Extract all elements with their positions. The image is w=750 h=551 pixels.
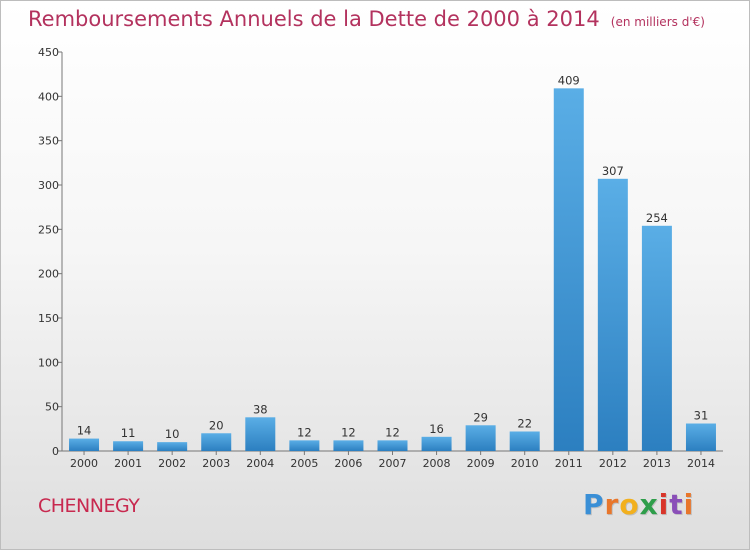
bar-value-label: 16 <box>429 422 444 436</box>
logo-letter: x <box>639 488 659 521</box>
bar <box>465 425 496 451</box>
y-tick-label: 450 <box>38 46 59 59</box>
bar-value-label: 11 <box>121 426 136 440</box>
bar <box>69 438 100 451</box>
y-tick-label: 50 <box>45 401 59 414</box>
logo-letter: t <box>669 488 684 521</box>
y-tick-label: 0 <box>52 445 59 458</box>
x-tick-label: 2001 <box>114 457 142 470</box>
bar-value-label: 22 <box>517 416 532 430</box>
bar-value-label: 20 <box>209 418 224 432</box>
bar <box>641 225 672 451</box>
bar-value-label: 12 <box>341 425 356 439</box>
logo-letter: r <box>604 488 620 521</box>
bar-value-label: 10 <box>165 427 180 441</box>
y-tick-label: 400 <box>38 90 59 103</box>
bar-value-label: 31 <box>694 409 709 423</box>
bar <box>157 442 188 451</box>
x-tick-label: 2003 <box>202 457 230 470</box>
chart-title: Remboursements Annuels de la Dette de 20… <box>28 7 705 31</box>
bar <box>553 88 584 451</box>
logo-letter: P <box>583 488 605 521</box>
bar <box>113 441 144 451</box>
proxiti-logo: Proxiti <box>583 488 694 521</box>
bar-value-label: 409 <box>558 73 580 87</box>
bar-value-label: 12 <box>297 425 312 439</box>
x-tick-label: 2014 <box>687 457 715 470</box>
x-tick-label: 2007 <box>379 457 407 470</box>
commune-name: CHENNEGY <box>38 495 140 517</box>
x-tick-label: 2000 <box>70 457 98 470</box>
x-tick-label: 2004 <box>246 457 274 470</box>
x-tick-label: 2011 <box>555 457 583 470</box>
x-tick-label: 2009 <box>467 457 495 470</box>
x-tick-label: 2002 <box>158 457 186 470</box>
x-tick-label: 2010 <box>511 457 539 470</box>
bar <box>597 178 628 451</box>
bar <box>245 417 276 451</box>
bar <box>201 433 232 451</box>
chart-unit: (en milliers d'€) <box>610 15 705 29</box>
bar-value-label: 254 <box>646 211 668 225</box>
bar-value-label: 307 <box>602 164 624 178</box>
y-tick-label: 200 <box>38 268 59 281</box>
x-tick-label: 2008 <box>423 457 451 470</box>
logo-letter: i <box>658 488 670 521</box>
y-tick-label: 350 <box>38 135 59 148</box>
logo-letter: o <box>619 488 640 521</box>
bar <box>289 440 320 451</box>
bar-value-label: 14 <box>77 424 92 438</box>
y-tick-label: 300 <box>38 179 59 192</box>
bar <box>421 436 452 451</box>
bar-value-label: 29 <box>473 410 488 424</box>
y-tick-label: 100 <box>38 356 59 369</box>
x-tick-label: 2012 <box>599 457 627 470</box>
y-tick-label: 250 <box>38 223 59 236</box>
x-tick-label: 2013 <box>643 457 671 470</box>
y-tick-label: 150 <box>38 312 59 325</box>
bar <box>509 431 540 451</box>
x-tick-label: 2006 <box>334 457 362 470</box>
chart-title-text: Remboursements Annuels de la Dette de 20… <box>28 7 600 31</box>
x-tick-label: 2005 <box>290 457 318 470</box>
bar-value-label: 12 <box>385 425 400 439</box>
bar <box>333 440 364 451</box>
bar-value-label: 38 <box>253 402 268 416</box>
bar <box>685 423 716 451</box>
bar <box>377 440 408 451</box>
logo-letter: i <box>683 488 695 521</box>
